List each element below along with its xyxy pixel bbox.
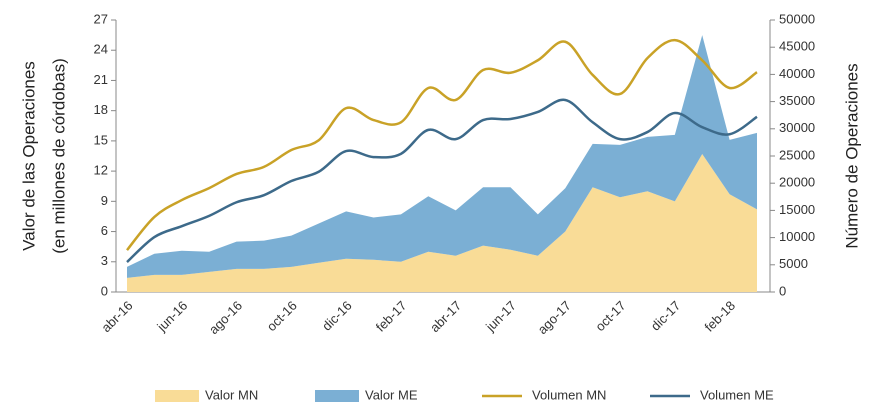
y-axis-title: (en millones de córdobas): [49, 58, 68, 254]
y2-tick-label: 25000: [779, 147, 815, 162]
y2-tick-label: 0: [779, 283, 786, 298]
area: [127, 35, 757, 278]
x-tick-label: abr-16: [98, 298, 135, 335]
legend-swatch: [315, 390, 359, 402]
x-tick-label: oct-16: [264, 298, 300, 334]
legend-swatch: [155, 390, 199, 402]
y-tick-label: 12: [94, 163, 108, 178]
y-tick-label: 15: [94, 132, 108, 147]
x-tick-label: ago-16: [206, 298, 245, 337]
line: [126, 98, 758, 264]
y2-tick-label: 20000: [779, 175, 815, 190]
x-tick-label: feb-17: [373, 298, 410, 335]
y2-tick-label: 30000: [779, 120, 815, 135]
y-tick-label: 6: [101, 223, 108, 238]
x-tick-label: jun-17: [482, 298, 519, 335]
y2-tick-label: 45000: [779, 39, 815, 54]
y2-tick-label: 50000: [779, 11, 815, 26]
x-tick-label: abr-17: [427, 298, 464, 335]
y-tick-label: 24: [94, 42, 108, 57]
x-tick-label: dic-16: [319, 298, 355, 334]
legend-label: Valor ME: [365, 387, 418, 402]
y2-tick-label: 5000: [779, 256, 808, 271]
x-tick-label: dic-17: [648, 298, 684, 334]
x-tick-label: feb-18: [701, 298, 738, 335]
line: [126, 38, 758, 251]
y-tick-label: 9: [101, 193, 108, 208]
legend-label: Volumen MN: [532, 387, 606, 402]
y-tick-label: 0: [101, 283, 108, 298]
y-tick-label: 18: [94, 102, 108, 117]
y-tick-label: 27: [94, 11, 108, 26]
y2-tick-label: 15000: [779, 202, 815, 217]
x-tick-label: jun-16: [153, 298, 190, 335]
y2-tick-label: 35000: [779, 93, 815, 108]
y2-axis-title: Número de Operaciones: [842, 63, 861, 248]
x-tick-label: ago-17: [535, 298, 574, 337]
y2-tick-label: 10000: [779, 229, 815, 244]
y-axis-title: Valor de las Operaciones: [19, 61, 38, 251]
y-tick-label: 21: [94, 72, 108, 87]
x-tick-label: oct-17: [592, 298, 628, 334]
legend-label: Valor MN: [205, 387, 258, 402]
area: [127, 153, 757, 292]
legend-label: Volumen ME: [700, 387, 774, 402]
y-tick-label: 3: [101, 253, 108, 268]
y2-tick-label: 40000: [779, 66, 815, 81]
